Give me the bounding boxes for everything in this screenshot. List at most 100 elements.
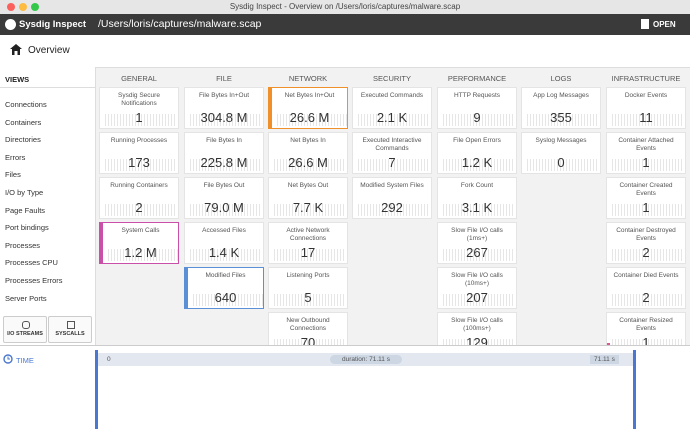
view-link[interactable]: Processes CPU bbox=[5, 258, 58, 268]
tile-value: 79.0 M bbox=[204, 200, 244, 215]
metric-tile[interactable]: Container Attached Events 1 bbox=[606, 132, 686, 174]
tile-label: Modified Files bbox=[205, 272, 246, 279]
duration: duration: 71.11 s bbox=[330, 355, 402, 364]
view-link[interactable]: Processes bbox=[5, 240, 41, 250]
sidebar-heading: VIEWS bbox=[5, 75, 30, 84]
column-heading: PERFORMANCE bbox=[447, 74, 507, 83]
metric-tile[interactable]: File Open Errors 1.2 K bbox=[437, 132, 517, 174]
metric-tile[interactable]: Container Created Events 1 bbox=[606, 177, 686, 219]
tile-label: Container Resized Events bbox=[619, 317, 673, 332]
subheader: Overview bbox=[0, 35, 690, 68]
column-heading: SECURITY bbox=[373, 74, 411, 83]
tile-value: 3.1 K bbox=[461, 200, 493, 215]
tile-label: Slow File I/O calls (1ms+) bbox=[451, 227, 503, 242]
column-heading: FILE bbox=[216, 74, 232, 83]
home-icon[interactable] bbox=[10, 44, 22, 55]
timeline-heading: TIME bbox=[16, 356, 34, 365]
metric-tile[interactable]: Executed Interactive Commands 7 bbox=[352, 132, 432, 174]
button-icon bbox=[22, 321, 30, 329]
metric-tile[interactable]: Docker Events 11 bbox=[606, 87, 686, 129]
tile-value: 7.7 K bbox=[292, 200, 324, 215]
metric-tile[interactable]: File Bytes Out 79.0 M bbox=[184, 177, 264, 219]
metric-tile[interactable]: Net Bytes In 26.6 M bbox=[268, 132, 348, 174]
tile-label: Docker Events bbox=[624, 92, 668, 99]
view-link[interactable]: Connections bbox=[5, 100, 47, 109]
view-button[interactable]: SYSCALLS bbox=[48, 316, 92, 343]
tile-value: 7 bbox=[388, 155, 396, 170]
view-link[interactable]: Port bindings bbox=[5, 223, 49, 233]
metric-tile[interactable]: Sysdig Secure Notifications 1 bbox=[99, 87, 179, 129]
tile-value: 2 bbox=[135, 200, 143, 215]
metric-tile[interactable]: Slow File I/O calls (10ms+) 207 bbox=[437, 267, 517, 309]
metric-tile[interactable]: Running Containers 2 bbox=[99, 177, 179, 219]
metric-tile[interactable]: Container Died Events 2 bbox=[606, 267, 686, 309]
view-button[interactable]: I/O STREAMS bbox=[3, 316, 47, 343]
tile-label: Executed Commands bbox=[360, 92, 424, 99]
button-icon bbox=[67, 321, 75, 329]
metric-tile[interactable]: Executed Commands 2.1 K bbox=[352, 87, 432, 129]
open-button[interactable]: OPEN bbox=[653, 20, 676, 29]
tile-label: Slow File I/O calls (10ms+) bbox=[451, 272, 503, 287]
view-link[interactable]: Errors bbox=[5, 152, 26, 162]
tile-value: 26.6 M bbox=[288, 155, 328, 170]
tile-value: 225.8 M bbox=[200, 155, 248, 170]
metric-tile[interactable]: HTTP Requests 9 bbox=[437, 87, 517, 129]
view-link[interactable]: I/O by Type bbox=[5, 188, 44, 197]
column-heading: NETWORK bbox=[288, 74, 328, 83]
timeline: TIME 0 duration: 71.11 s 71.11 s bbox=[0, 345, 690, 429]
header: Sysdig Inspect /Users/loris/captures/mal… bbox=[0, 14, 690, 35]
tile-value: 292 bbox=[381, 200, 403, 215]
range-handle-right[interactable] bbox=[633, 350, 636, 429]
tile-label: Fork Count bbox=[460, 182, 494, 189]
tile-value: 207 bbox=[466, 290, 488, 305]
tile-value: 17 bbox=[300, 245, 316, 260]
metric-tile[interactable]: File Bytes In+Out 304.8 M bbox=[184, 87, 264, 129]
tile-label: Sysdig Secure Notifications bbox=[118, 92, 160, 107]
column-heading: INFRASTRUCTURE bbox=[611, 74, 681, 83]
metric-tile[interactable]: File Bytes In 225.8 M bbox=[184, 132, 264, 174]
tile-label: Net Bytes Out bbox=[287, 182, 329, 189]
view-link[interactable]: Server Ports bbox=[5, 293, 47, 303]
metric-tile[interactable]: Listening Ports 5 bbox=[268, 267, 348, 309]
tile-value: 0 bbox=[557, 155, 565, 170]
metric-tile[interactable]: System Calls 1.2 M bbox=[99, 222, 179, 264]
tile-label: Net Bytes In+Out bbox=[284, 92, 335, 99]
tile-label: Executed Interactive Commands bbox=[362, 137, 422, 152]
logo: Sysdig Inspect bbox=[19, 19, 87, 30]
tile-value: 173 bbox=[128, 155, 150, 170]
view-link[interactable]: Page Faults bbox=[5, 205, 46, 215]
tile-label: File Bytes In+Out bbox=[198, 92, 250, 99]
metric-tile[interactable]: Net Bytes In+Out 26.6 M bbox=[268, 87, 348, 129]
metric-tile[interactable]: Modified Files 640 bbox=[184, 267, 264, 309]
tile-label: System Calls bbox=[121, 227, 160, 234]
time-start: 0 bbox=[107, 356, 111, 363]
view-link[interactable]: Files bbox=[5, 170, 21, 180]
metric-tile[interactable]: Active Network Connections 17 bbox=[268, 222, 348, 264]
metric-tile[interactable]: Modified System Files 292 bbox=[352, 177, 432, 219]
metric-tile[interactable]: Fork Count 3.1 K bbox=[437, 177, 517, 219]
button-label: I/O STREAMS bbox=[7, 331, 43, 337]
tile-value: 267 bbox=[466, 245, 488, 260]
metric-tile[interactable]: Syslog Messages 0 bbox=[521, 132, 601, 174]
metric-tile[interactable]: Container Destroyed Events 2 bbox=[606, 222, 686, 264]
tile-value: 9 bbox=[473, 110, 481, 125]
tile-value: 1 bbox=[135, 110, 143, 125]
tile-label: Slow File I/O calls (100ms+) bbox=[451, 317, 503, 332]
tile-value: 2 bbox=[642, 290, 650, 305]
metric-tile[interactable]: Accessed Files 1.4 K bbox=[184, 222, 264, 264]
tile-value: 304.8 M bbox=[200, 110, 248, 125]
view-link[interactable]: Directories bbox=[5, 135, 41, 145]
title-bar: Sysdig Inspect - Overview on /Users/lori… bbox=[0, 0, 690, 15]
metric-tile[interactable]: App Log Messages 355 bbox=[521, 87, 601, 129]
metric-tile[interactable]: Net Bytes Out 7.7 K bbox=[268, 177, 348, 219]
view-link[interactable]: Containers bbox=[5, 117, 42, 127]
metric-tile[interactable]: Running Processes 173 bbox=[99, 132, 179, 174]
tile-label: Running Processes bbox=[110, 137, 168, 144]
range-handle-left[interactable] bbox=[95, 350, 98, 429]
tile-label: Running Containers bbox=[110, 182, 168, 189]
sidebar: VIEWS Connections Containers Directories Er… bbox=[0, 67, 96, 345]
view-link[interactable]: Processes Errors bbox=[5, 276, 63, 285]
tile-value: 1 bbox=[642, 335, 650, 350]
metric-tile[interactable]: Slow File I/O calls (1ms+) 267 bbox=[437, 222, 517, 264]
